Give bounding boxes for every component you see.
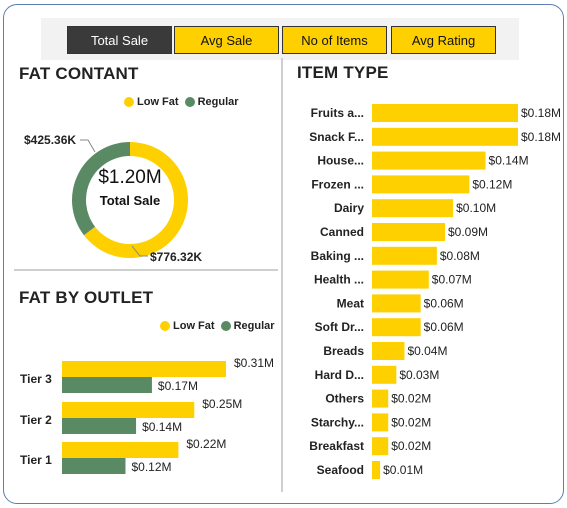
- metric-tab-bar: Total Sale Avg Sale No of Items Avg Rati…: [41, 18, 519, 60]
- item-type-category-label: Starchy...: [311, 415, 364, 429]
- item-type-value-label: $0.14M: [489, 154, 529, 168]
- fat-by-outlet-bar-chart: Tier 3 $0.31M $0.17M Tier 2 $0.25M $0.14M Tier…: [20, 356, 274, 474]
- item-type-value-label: $0.18M: [521, 130, 561, 144]
- outlet-bar-value-label: $0.14M: [142, 420, 182, 434]
- fat-content-title: FAT CONTANT: [19, 64, 139, 83]
- item-type-value-label: $0.08M: [440, 249, 480, 263]
- item-type-bar[interactable]: [372, 223, 445, 241]
- outlet-bar-regular[interactable]: [62, 377, 152, 393]
- legend-item-regular: Regular: [220, 320, 275, 332]
- item-type-category-label: Health ...: [314, 273, 364, 287]
- item-type-value-label: $0.06M: [424, 320, 464, 334]
- outlet-tier-label: Tier 3: [20, 372, 52, 386]
- outlet-bar-value-label: $0.12M: [131, 460, 171, 474]
- item-type-category-label: Breakfast: [309, 439, 364, 453]
- item-type-value-label: $0.02M: [391, 392, 431, 406]
- item-type-bar[interactable]: [372, 437, 389, 456]
- fat-content-donut-chart: [72, 142, 189, 258]
- item-type-value-label: $0.02M: [391, 415, 431, 429]
- outlet-bar-value-label: $0.31M: [234, 356, 274, 370]
- donut-center-value: $1.20M: [98, 167, 162, 188]
- item-type-value-label: $0.10M: [456, 201, 496, 215]
- item-type-value-label: $0.01M: [383, 463, 423, 477]
- item-type-category-label: Baking ...: [311, 249, 364, 263]
- outlet-tier-label: Tier 2: [20, 413, 52, 427]
- outlet-tier-label: Tier 1: [20, 453, 52, 467]
- item-type-category-label: Snack F...: [309, 130, 364, 144]
- tab-no-of-items[interactable]: No of Items: [282, 26, 387, 54]
- outlet-bar-regular[interactable]: [62, 418, 137, 434]
- donut-slice-regular[interactable]: [72, 142, 130, 236]
- item-type-category-label: Canned: [320, 225, 364, 239]
- fat-content-legend: Low Fat Regular: [124, 96, 245, 108]
- item-type-category-label: Soft Dr...: [315, 320, 364, 334]
- outlet-bar-value-label: $0.25M: [202, 397, 242, 411]
- outlet-bar-low-fat[interactable]: [62, 361, 226, 377]
- item-type-category-label: Hard D...: [315, 368, 364, 382]
- item-type-bar[interactable]: [372, 294, 421, 313]
- outlet-bar-regular[interactable]: [62, 458, 126, 474]
- item-type-bar-chart: Fruits a... $0.18M Snack F... $0.18M House..…: [309, 104, 561, 479]
- outlet-bar-low-fat[interactable]: [62, 442, 179, 458]
- item-type-bar[interactable]: [372, 461, 381, 479]
- item-type-bar[interactable]: [372, 175, 470, 194]
- item-type-bar[interactable]: [372, 365, 397, 384]
- item-type-category-label: Seafood: [317, 463, 364, 477]
- donut-center-caption: Total Sale: [99, 193, 161, 208]
- regular-dot-icon: [184, 97, 195, 107]
- item-type-value-label: $0.09M: [448, 225, 488, 239]
- item-type-bar[interactable]: [372, 246, 437, 265]
- item-type-category-label: Breads: [323, 344, 364, 358]
- item-type-value-label: $0.06M: [424, 296, 464, 310]
- item-type-value-label: $0.02M: [391, 439, 431, 453]
- legend-label: Regular: [233, 320, 275, 332]
- item-type-bar[interactable]: [372, 127, 518, 146]
- item-type-bar[interactable]: [372, 104, 518, 122]
- regular-dot-icon: [220, 321, 231, 331]
- item-type-category-label: House...: [317, 154, 364, 168]
- item-type-value-label: $0.07M: [432, 273, 472, 287]
- item-type-title: ITEM TYPE: [297, 63, 389, 82]
- donut-low-fat-label: $776.32K: [150, 250, 203, 264]
- item-type-bar[interactable]: [372, 318, 421, 337]
- item-type-bar[interactable]: [372, 413, 389, 432]
- item-type-category-label: Others: [325, 392, 364, 406]
- section-divider-vertical: [281, 58, 283, 492]
- legend-label: Low Fat: [173, 320, 215, 332]
- legend-item-low-fat: Low Fat: [160, 320, 215, 332]
- item-type-bar[interactable]: [372, 270, 429, 289]
- outlet-bar-low-fat[interactable]: [62, 402, 195, 418]
- item-type-category-label: Frozen ...: [311, 177, 364, 191]
- item-type-bar[interactable]: [372, 199, 454, 218]
- legend-item-low-fat: Low Fat: [124, 96, 179, 108]
- item-type-value-label: $0.12M: [472, 177, 512, 191]
- low-fat-dot-icon: [160, 321, 170, 331]
- tab-avg-sale[interactable]: Avg Sale: [174, 26, 279, 54]
- legend-label: Regular: [197, 96, 239, 108]
- donut-regular-label: $425.36K: [24, 133, 77, 147]
- item-type-value-label: $0.04M: [407, 344, 447, 358]
- fat-by-outlet-title: FAT BY OUTLET: [19, 288, 154, 307]
- item-type-value-label: $0.03M: [399, 368, 439, 382]
- item-type-category-label: Dairy: [334, 201, 364, 215]
- legend-item-regular: Regular: [184, 96, 239, 108]
- tab-avg-rating[interactable]: Avg Rating: [391, 26, 496, 54]
- legend-label: Low Fat: [137, 96, 179, 108]
- tab-total-sale[interactable]: Total Sale: [67, 26, 172, 54]
- item-type-category-label: Fruits a...: [311, 106, 364, 120]
- item-type-bar[interactable]: [372, 151, 486, 170]
- section-divider: [14, 269, 278, 271]
- item-type-bar[interactable]: [372, 342, 405, 360]
- fat-by-outlet-legend: Low Fat Regular: [160, 320, 281, 332]
- outlet-bar-value-label: $0.17M: [158, 379, 198, 393]
- outlet-bar-value-label: $0.22M: [186, 437, 226, 451]
- low-fat-dot-icon: [124, 97, 134, 107]
- item-type-value-label: $0.18M: [521, 106, 561, 120]
- item-type-bar[interactable]: [372, 389, 389, 408]
- item-type-category-label: Meat: [337, 296, 364, 310]
